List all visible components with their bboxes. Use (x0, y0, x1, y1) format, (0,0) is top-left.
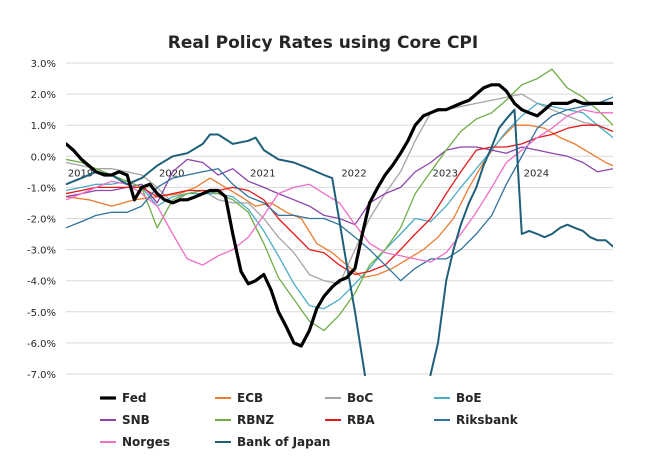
legend-item-snb: SNB (100, 413, 150, 427)
x-tick-label: 2024 (524, 168, 549, 179)
legend-label: Bank of Japan (237, 435, 330, 449)
y-tick-label: -5.0% (27, 308, 56, 319)
legend-item-ecb: ECB (215, 391, 263, 405)
legend-label: Riksbank (456, 413, 519, 427)
legend-item-rbnz: RBNZ (215, 413, 274, 427)
legend-item-boc: BoC (325, 391, 373, 405)
legend: Fed ECB BoC BoE SNB RBNZ RBA Riksbank Norges Bank… (100, 391, 519, 449)
legend-label: Norges (122, 435, 170, 449)
legend-label: BoC (347, 391, 373, 405)
y-tick-label: 0.0% (31, 152, 56, 163)
legend-label: BoE (456, 391, 482, 405)
series-line-ecb (66, 124, 613, 279)
x-tick-label: 2021 (250, 168, 275, 179)
legend-item-boe: BoE (434, 391, 482, 405)
chart-title: Real Policy Rates using Core CPI (168, 33, 478, 53)
legend-label: ECB (237, 391, 263, 405)
legend-item-norges: Norges (100, 435, 170, 449)
y-tick-label: -6.0% (27, 339, 56, 350)
y-axis-tick-labels: 3.0% 2.0% 1.0% 0.0% -1.0% -2.0% -3.0% -4.0% -5.0… (27, 59, 56, 381)
legend-item-rba: RBA (325, 413, 375, 427)
series-line-rba (66, 124, 613, 276)
series-line-fed (66, 83, 613, 348)
series-line-rbnz (66, 68, 613, 332)
y-tick-label: 3.0% (31, 59, 56, 70)
x-tick-label: 2023 (432, 168, 457, 179)
legend-item-bank-of-japan: Bank of Japan (215, 435, 330, 449)
series-line-boc (66, 93, 613, 285)
y-tick-label: -7.0% (27, 370, 56, 381)
legend-label: RBA (347, 413, 375, 427)
y-tick-label: 2.0% (31, 90, 56, 101)
series-line-bank-of-japan (66, 108, 613, 376)
legend-label: SNB (122, 413, 150, 427)
legend-item-fed: Fed (100, 391, 146, 405)
series-line-norges (66, 109, 613, 266)
legend-label: Fed (122, 391, 146, 405)
y-tick-label: -2.0% (27, 215, 56, 226)
y-tick-label: 1.0% (31, 121, 56, 132)
y-tick-label: -1.0% (27, 183, 56, 194)
legend-item-riksbank: Riksbank (434, 413, 519, 427)
x-tick-label: 2019 (68, 168, 93, 179)
series-line-boe (66, 102, 613, 310)
series-lines (66, 68, 613, 376)
y-tick-label: -3.0% (27, 246, 56, 257)
y-tick-label: -4.0% (27, 277, 56, 288)
legend-label: RBNZ (237, 413, 274, 427)
x-tick-label: 2022 (341, 168, 366, 179)
